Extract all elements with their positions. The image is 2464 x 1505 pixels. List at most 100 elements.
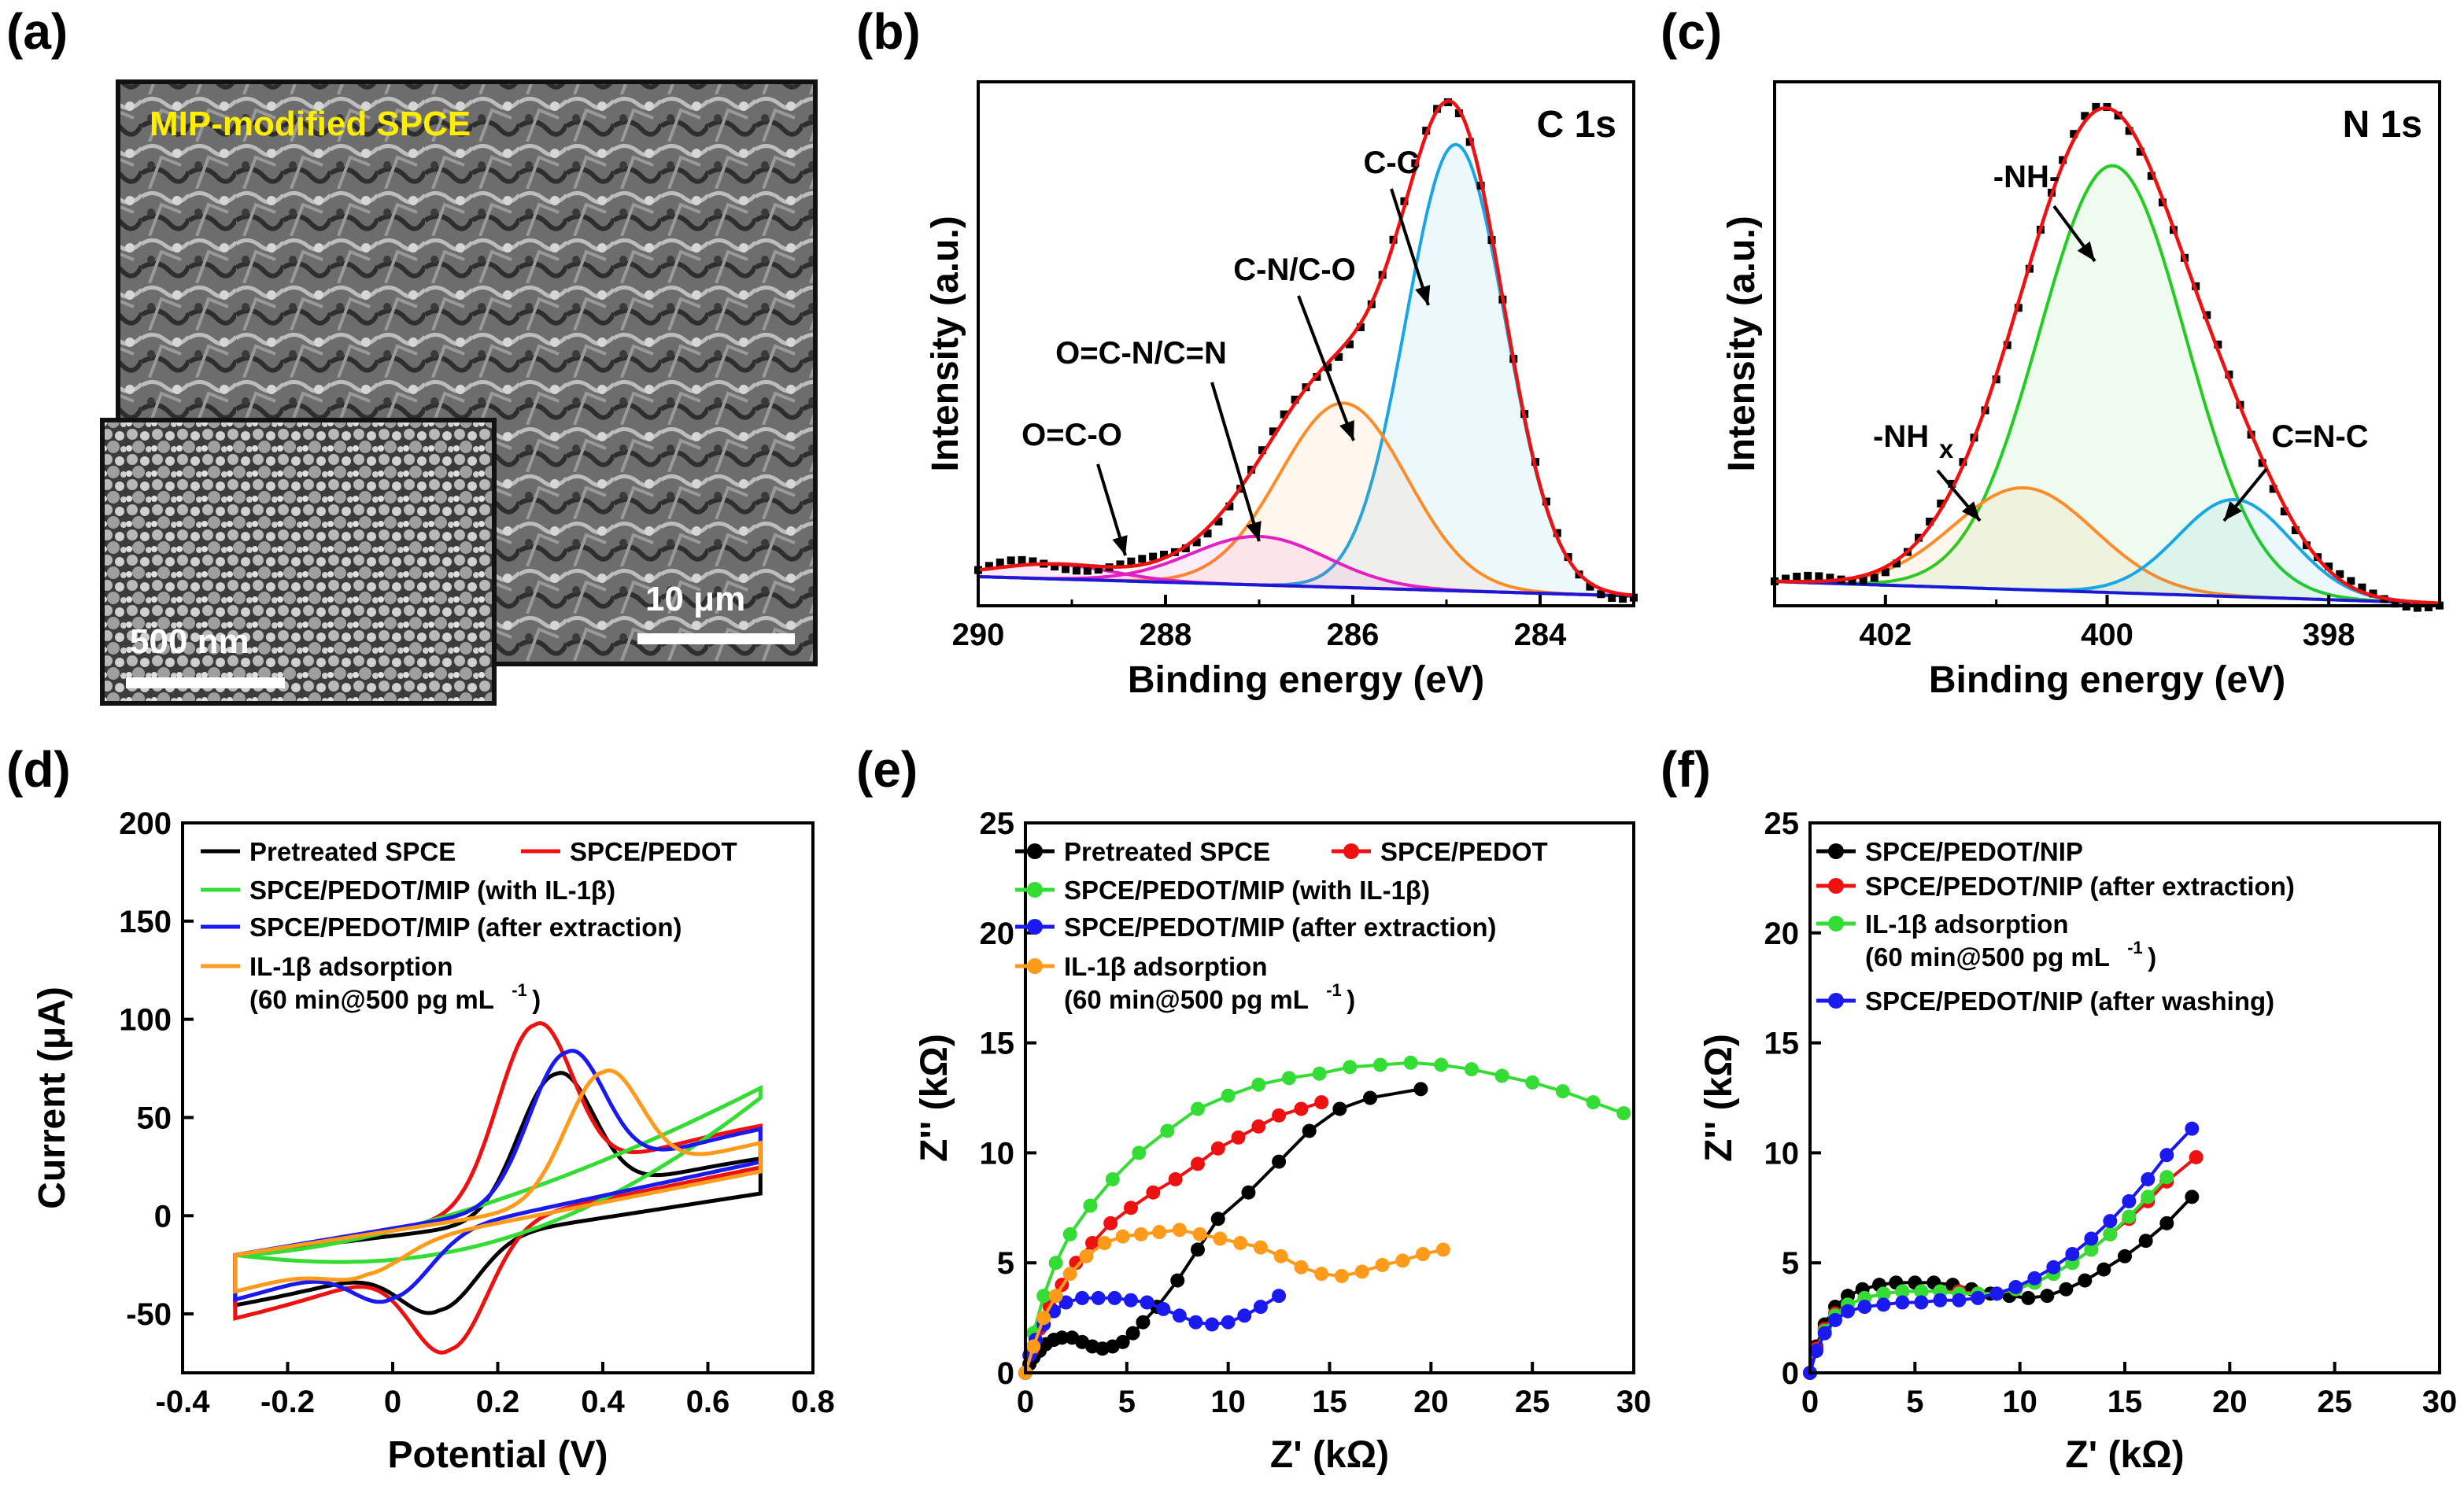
chart-b-arrow-cc-shaft (1390, 188, 1430, 306)
chart-f-series-3-point (2159, 1170, 2174, 1185)
chart-e-ytick-label: 25 (980, 806, 1015, 841)
chart-f-ytick-label: 0 (1782, 1356, 1799, 1391)
chart-c-xtick-label: 402 (1859, 618, 1912, 652)
chart-e-series-3-point (1083, 1198, 1098, 1213)
chart-b-xlabel: Binding energy (eV) (1128, 659, 1484, 701)
chart-e-series-2-point (1210, 1141, 1225, 1156)
chart-e-legend-marker (1027, 882, 1043, 898)
chart-b-data-point (1149, 552, 1158, 561)
chart-b-data-point (1291, 395, 1299, 404)
chart-e-ytick-label: 20 (980, 917, 1015, 951)
chart-f-series-4-point (1817, 1326, 1832, 1341)
chart-e-series-3-point (1616, 1106, 1631, 1121)
chart-d-xtick-label: 0 (384, 1385, 401, 1419)
chart-e-series-5-point (1273, 1249, 1288, 1263)
chart-f-ytick-label: 25 (1764, 806, 1800, 841)
chart-e-series-1-point (1363, 1090, 1378, 1105)
chart-c-xtick-label: 398 (2303, 618, 2355, 652)
chart-e-series-3-point (1312, 1066, 1327, 1081)
chart-b-corner-label: C 1s (1537, 104, 1616, 146)
chart-b-data-point (1280, 410, 1288, 419)
chart-d-legend-label: SPCE/PEDOT/MIP (with IL-1β) (249, 876, 615, 905)
chart-d-legend-label: SPCE/PEDOT (570, 837, 737, 866)
chart-c-ann-cnc: C=N-C (2271, 419, 2368, 454)
sem-image-panel: MIP-modified SPCE 10 μm 500 nm (100, 79, 818, 706)
chart-f-series-4-point (1841, 1304, 1855, 1319)
chart-c-data-point (2358, 583, 2366, 592)
chart-d-xtick-label: 0.8 (791, 1385, 835, 1419)
chart-f-series-1-point (2078, 1273, 2093, 1288)
chart-e-legend-label: IL-1β adsorption (1064, 952, 1267, 981)
chart-d-xtick-label: 0.6 (686, 1385, 730, 1419)
chart-b-data-point (1051, 563, 1059, 571)
chart-f-series-4-point (2103, 1214, 2118, 1229)
chart-e-xtick-label: 20 (1413, 1385, 1449, 1419)
chart-f-series-4-point (1933, 1293, 1948, 1308)
chart-e-series-3-point (1372, 1057, 1387, 1072)
chart-b-ann-ocn: O=C-N/C=N (1055, 336, 1227, 371)
chart-b-data-point (1356, 323, 1365, 331)
chart-e-series-1-point (1241, 1185, 1256, 1200)
chart-c-data-point (2391, 599, 2399, 608)
chart-f-series-3-point (2103, 1227, 2118, 1241)
chart-e-series-5-point (1395, 1253, 1410, 1268)
chart-e-series-2-point (1146, 1185, 1161, 1200)
chart-f-series-4-point (1971, 1290, 1986, 1305)
chart-c-data-point (1948, 479, 1956, 488)
chart-e-series-5-point (1314, 1267, 1329, 1282)
chart-c-component-fill (1775, 488, 2440, 603)
chart-e-series-2-point (1272, 1108, 1287, 1123)
sem-title: MIP-modified SPCE (150, 105, 471, 143)
chart-c-data-point (2214, 340, 2222, 349)
chart-c-data-point (2336, 570, 2344, 578)
chart-e-series-1-point (1332, 1101, 1347, 1116)
chart-b-data-point (1324, 363, 1332, 371)
chart-c-data-point (1870, 574, 1878, 582)
chart-f-legend-label: SPCE/PEDOT/NIP (1865, 837, 2083, 866)
chart-f-series-4-point (2084, 1231, 2099, 1246)
chart-e-legend-label-2: (60 min@500 pg mL (1064, 985, 1309, 1014)
chart-e-ylabel: Z'' (kΩ) (914, 1034, 955, 1162)
chart-c-corner-label: N 1s (2343, 104, 2422, 146)
chart-e-series-2-point (1251, 1119, 1266, 1134)
chart-d-xtick-label: -0.4 (156, 1385, 211, 1419)
chart-f-ytick-label: 20 (1764, 917, 1800, 951)
chart-e-series-3-point (1132, 1145, 1147, 1160)
chart-e-legend-marker (1027, 843, 1043, 859)
chart-e-series-5-point (1133, 1227, 1148, 1241)
chart-e-series-3-point (1036, 1289, 1051, 1304)
chart-b-xtick-label: 286 (1327, 618, 1380, 652)
chart-d-xtick-label: 0.4 (581, 1385, 625, 1419)
chart-c-data-point (2347, 577, 2355, 585)
chart-e-legend-marker (1027, 958, 1043, 974)
chart-e-series-2-point (1294, 1101, 1309, 1116)
chart-c-data-point (1826, 574, 1834, 582)
chart-f-series-1-point (2021, 1290, 2036, 1305)
chart-c-data-point (1881, 568, 1890, 577)
chart-f-xtick-label: 5 (1906, 1385, 1923, 1419)
chart-e-series-4-point (1058, 1295, 1073, 1310)
chart-c-component-fill (1775, 500, 2440, 603)
chart-e-series-3-point (1251, 1077, 1266, 1092)
chart-f-series-3-line (1808, 1175, 2168, 1374)
chart-c-data-point (1804, 571, 1812, 580)
chart-d-ytick-label: 150 (119, 905, 172, 939)
chart-f-xtick-label: 0 (1801, 1385, 1819, 1419)
chart-c-data-point (2280, 507, 2289, 516)
chart-e-series-5-point (1375, 1257, 1390, 1272)
chart-d-xtick-label: -0.2 (260, 1385, 315, 1419)
chart-d-ylabel: Current (μA) (31, 987, 73, 1209)
chart-f-series-1-point (2138, 1234, 2153, 1249)
chart-e-series-3-point (1494, 1068, 1509, 1083)
chart-e-series-5-point (1294, 1260, 1309, 1274)
chart-f-series-4-point (2008, 1279, 2023, 1294)
chart-c-envelope (1774, 106, 2440, 605)
chart-e-series-4-point (1075, 1290, 1090, 1305)
chart-f-series-4-point (2046, 1260, 2061, 1274)
chart-e-series-1-point (1413, 1082, 1428, 1097)
chart-b-ylabel: Intensity (a.u.) (925, 216, 966, 471)
chart-f-series-4-point (2027, 1271, 2042, 1286)
chart-c-data-point (1793, 572, 1801, 581)
chart-b: 290 288 286 284 Binding energy (eV) Intensity… (925, 80, 1638, 701)
